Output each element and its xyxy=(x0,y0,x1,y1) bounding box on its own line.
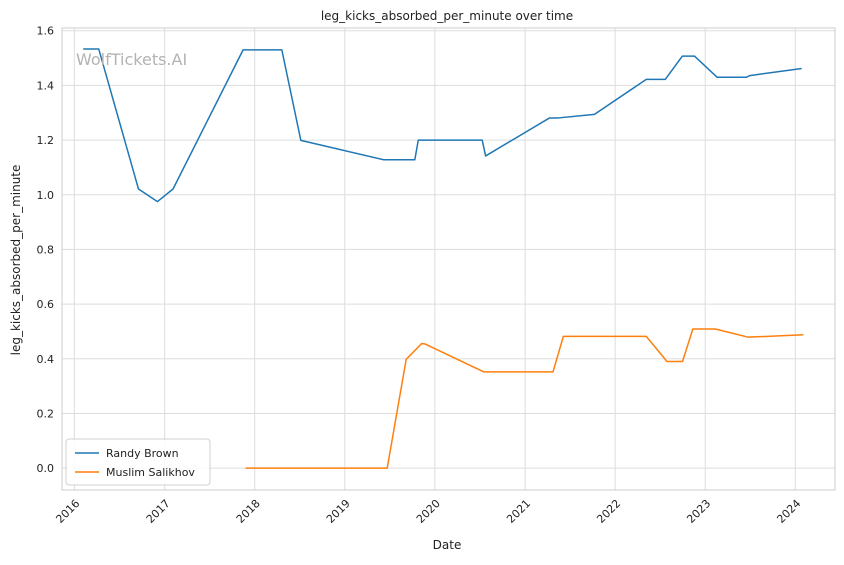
y-tick-label: 0.4 xyxy=(37,353,55,366)
legend: Randy Brown Muslim Salikhov xyxy=(65,438,211,486)
chart-title: leg_kicks_absorbed_per_minute over time xyxy=(321,9,573,23)
y-tick-label: 0.0 xyxy=(37,462,55,475)
y-axis-label: leg_kicks_absorbed_per_minute xyxy=(9,165,23,356)
series-1 xyxy=(245,328,804,469)
series-line xyxy=(83,48,802,203)
grid xyxy=(62,28,835,490)
y-tick-label: 1.4 xyxy=(37,79,55,92)
y-tick-label: 0.6 xyxy=(37,298,55,311)
x-axis-label: Date xyxy=(433,538,462,552)
legend-label: Muslim Salikhov xyxy=(106,466,195,479)
y-tick-label: 1.0 xyxy=(37,189,55,202)
legend-label: Randy Brown xyxy=(106,447,179,460)
y-tick-label: 0.8 xyxy=(37,243,55,256)
y-tick-label: 1.2 xyxy=(37,134,55,147)
y-tick-label: 1.6 xyxy=(37,25,55,38)
series-layer xyxy=(83,48,804,469)
y-tick-label: 0.2 xyxy=(37,407,55,420)
watermark: WolfTickets.AI xyxy=(76,50,187,69)
legend-box xyxy=(65,438,211,486)
series-line xyxy=(245,328,804,469)
series-0 xyxy=(83,48,802,203)
plot-frame xyxy=(61,27,836,491)
